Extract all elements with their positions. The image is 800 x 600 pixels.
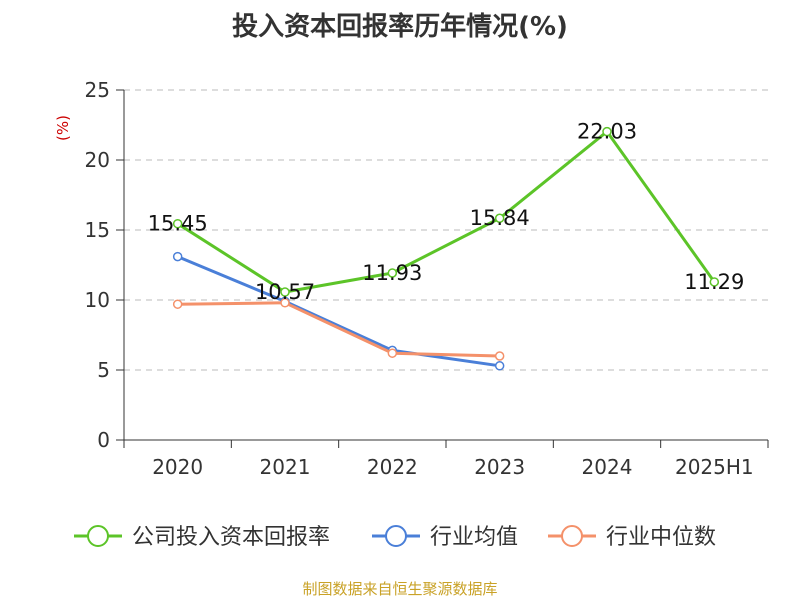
x-tick-label: 2023 bbox=[474, 455, 525, 479]
data-point bbox=[494, 213, 505, 223]
data-point bbox=[387, 348, 398, 358]
data-point bbox=[280, 298, 290, 308]
y-tick-label: 0 bbox=[97, 428, 110, 452]
data-label: 15.45 bbox=[148, 212, 208, 236]
data-point bbox=[172, 299, 183, 309]
legend-item[interactable]: 行业均值 bbox=[372, 525, 518, 550]
data-labels: 15.45 10.57 11.93 15.84 22.03 11.29 bbox=[148, 120, 745, 304]
x-tick-label: 2022 bbox=[367, 455, 418, 479]
grid-lines bbox=[124, 89, 768, 371]
y-tick-label: 15 bbox=[85, 218, 110, 242]
legend-item[interactable]: 行业中位数 bbox=[548, 525, 716, 550]
legend-label: 行业均值 bbox=[430, 525, 518, 550]
data-point bbox=[172, 218, 183, 229]
source-note: 制图数据来自恒生聚源数据库 bbox=[302, 580, 498, 598]
legend-item[interactable]: 公司投入资本回报率 bbox=[74, 525, 330, 550]
y-tick-label: 25 bbox=[85, 78, 110, 102]
data-point bbox=[602, 126, 612, 137]
y-tick-label: 10 bbox=[85, 288, 110, 312]
chart-title: 投入资本回报率历年情况(%) bbox=[232, 12, 568, 42]
data-label: 15.84 bbox=[470, 206, 530, 230]
data-label: 11.29 bbox=[684, 270, 744, 294]
data-point bbox=[280, 287, 290, 297]
data-point bbox=[172, 251, 183, 262]
y-tick-label: 20 bbox=[85, 148, 110, 172]
x-tick-label: 2020 bbox=[152, 455, 203, 479]
data-point bbox=[709, 277, 720, 287]
legend-marker bbox=[561, 525, 583, 547]
x-tick-label: 2025H1 bbox=[675, 455, 754, 479]
data-point bbox=[494, 351, 505, 361]
y-tick-label: 5 bbox=[97, 358, 110, 382]
legend-marker bbox=[87, 525, 109, 547]
legend-label: 行业中位数 bbox=[606, 525, 716, 550]
legend-marker bbox=[385, 525, 407, 547]
series-line bbox=[176, 130, 716, 294]
series-line bbox=[177, 255, 500, 368]
data-label: 22.03 bbox=[577, 120, 637, 144]
data-label: 10.57 bbox=[255, 280, 315, 304]
data-point bbox=[387, 268, 398, 278]
series-lines bbox=[172, 126, 720, 371]
data-point bbox=[494, 361, 505, 371]
x-tick-label: 2021 bbox=[260, 455, 311, 479]
x-tick-label: 2024 bbox=[582, 455, 633, 479]
legend-label: 公司投入资本回报率 bbox=[132, 525, 330, 550]
legend[interactable]: 公司投入资本回报率 行业均值 行业中位数 bbox=[74, 525, 716, 550]
axes: 0 5 10 15 20 25 2020 2021 2022 2023 2024 2025H1 bbox=[85, 78, 769, 479]
data-label: 11.93 bbox=[362, 261, 422, 285]
y-axis-unit: (%) bbox=[54, 115, 72, 141]
series-line bbox=[177, 301, 500, 358]
